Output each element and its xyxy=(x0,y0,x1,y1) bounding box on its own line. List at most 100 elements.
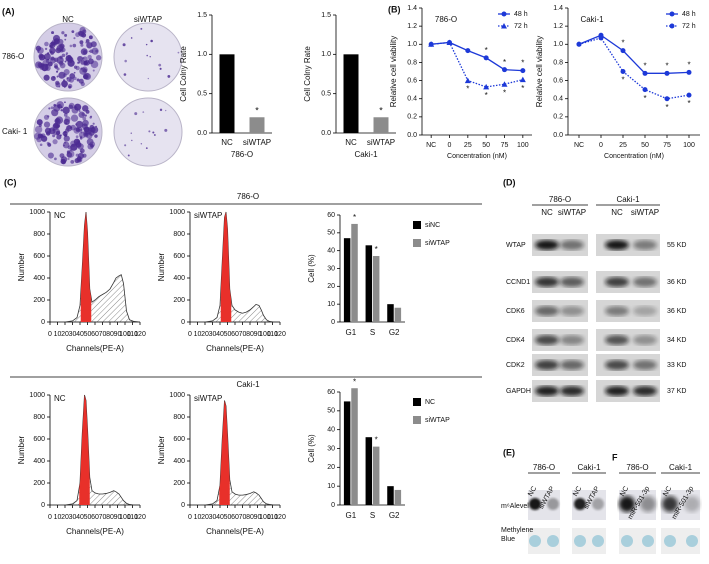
colony xyxy=(67,54,72,59)
colony xyxy=(90,60,99,69)
y-tick-label: 800 xyxy=(33,231,45,238)
panel-label: (D) xyxy=(503,177,516,187)
marker xyxy=(598,35,604,41)
significance: * xyxy=(521,84,524,93)
colony xyxy=(89,116,92,119)
y-tick-label: 1.2 xyxy=(407,23,417,30)
legend-label: 72 h xyxy=(514,23,528,30)
legend-swatch xyxy=(413,398,421,406)
colony xyxy=(80,150,83,153)
lane-label: NC xyxy=(619,485,630,497)
protein-label: GAPDH xyxy=(506,388,531,395)
y-tick-label: 400 xyxy=(173,275,185,282)
x-tick-label: 50 xyxy=(482,142,490,149)
colony xyxy=(78,78,84,84)
x-tick-label: G1 xyxy=(345,511,356,520)
colony xyxy=(159,108,163,112)
protein-label: CDK6 xyxy=(506,308,525,315)
x-tick-label: 50 xyxy=(224,331,232,338)
x-tick-label: 50 xyxy=(641,142,649,149)
y-tick-label: 0.0 xyxy=(321,130,331,137)
y-tick-label: 40 xyxy=(327,248,335,255)
colony xyxy=(142,111,145,113)
lane-label: NC xyxy=(662,485,673,497)
colony xyxy=(52,134,56,138)
marker xyxy=(446,39,453,45)
marker xyxy=(520,68,526,74)
y-tick-label: 40 xyxy=(327,427,335,434)
x-tick-label: 75 xyxy=(501,142,509,149)
colony xyxy=(48,107,51,110)
g1-peak xyxy=(80,212,92,322)
dot xyxy=(662,496,678,512)
colony xyxy=(78,131,86,139)
colony xyxy=(38,53,44,59)
colony xyxy=(79,40,84,45)
lane-label: siWTAP xyxy=(631,208,659,217)
x-tick-label: siWTAP xyxy=(367,138,395,147)
x-tick-label: 120 xyxy=(134,331,146,338)
bar xyxy=(387,486,394,505)
y-tick-label: 1.0 xyxy=(553,41,563,48)
y-tick-label: 20 xyxy=(327,283,335,290)
y-tick-label: 50 xyxy=(327,230,335,237)
bar xyxy=(394,489,402,505)
colony xyxy=(41,135,48,142)
x-tick-label: siWTAP xyxy=(243,138,271,147)
series-line xyxy=(578,37,690,100)
colony xyxy=(54,157,57,161)
x-tick-label: S xyxy=(370,328,375,337)
colony xyxy=(58,85,61,88)
x-tick-label: 60 xyxy=(91,331,99,338)
x-tick-label: 10 xyxy=(54,331,62,338)
colony xyxy=(68,77,75,83)
group-label: 786-O xyxy=(549,195,571,204)
marker xyxy=(502,67,507,73)
y-axis-label: Number xyxy=(17,252,26,281)
y-tick-label: 60 xyxy=(327,212,335,219)
significance: * xyxy=(687,61,690,70)
colony xyxy=(87,54,92,60)
colony xyxy=(73,65,78,69)
y-tick-label: 10 xyxy=(327,301,335,308)
legend-label: siWTAP xyxy=(425,417,450,424)
y-tick-label: 0.6 xyxy=(553,77,563,84)
colony xyxy=(41,65,48,72)
colony xyxy=(76,156,83,163)
x-tick-label: 10 xyxy=(194,514,202,521)
significance: * xyxy=(379,106,383,116)
histogram xyxy=(64,394,140,506)
band xyxy=(560,386,584,396)
group-label: 786-O xyxy=(533,463,555,472)
colony xyxy=(71,106,79,114)
y-tick-label: 0 xyxy=(181,502,185,509)
colony xyxy=(65,125,73,132)
x-tick-label: NC xyxy=(574,142,584,149)
y-tick-label: 0.5 xyxy=(321,91,331,98)
x-tick-label: 20 xyxy=(61,514,69,521)
x-axis-label: 786-O xyxy=(231,150,253,159)
x-tick-label: 80 xyxy=(246,514,254,521)
colony xyxy=(70,159,75,164)
x-tick-label: 30 xyxy=(209,331,217,338)
group-label: 786-O xyxy=(626,463,648,472)
colony xyxy=(75,32,80,38)
colony xyxy=(82,105,89,112)
x-axis-label: Channels(PE-A) xyxy=(206,344,264,353)
colony xyxy=(45,59,50,63)
colony xyxy=(82,57,85,60)
colony xyxy=(60,109,63,112)
x-tick-label: 40 xyxy=(76,514,84,521)
colony xyxy=(131,139,133,142)
x-tick-label: 80 xyxy=(106,514,114,521)
x-tick-label: 50 xyxy=(84,514,92,521)
y-tick-label: 1.4 xyxy=(407,5,417,12)
significance: * xyxy=(503,88,506,97)
colony xyxy=(73,76,77,81)
x-tick-label: 90 xyxy=(254,331,262,338)
x-tick-label: 90 xyxy=(254,514,262,521)
colony xyxy=(47,115,50,118)
colony xyxy=(34,125,43,134)
y-tick-label: 800 xyxy=(33,414,45,421)
band xyxy=(535,277,559,287)
